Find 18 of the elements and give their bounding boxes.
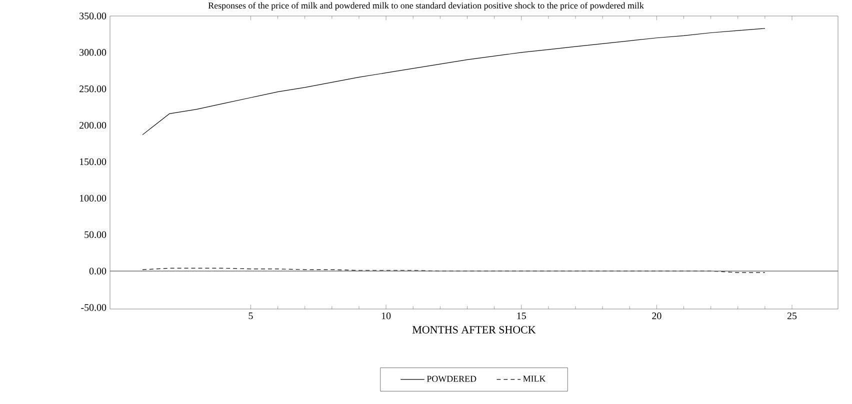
legend-label: POWDERED [426,376,476,382]
y-tick-label: 0.00 [89,268,106,274]
x-tick-label: 10 [382,312,391,320]
legend-label: MILK [523,376,546,382]
y-tick-label: 200.00 [80,122,106,129]
y-tick-label: 300.00 [80,49,106,56]
y-tick-label: 350.00 [80,12,106,20]
y-tick-label: 50.00 [84,231,106,238]
x-tick-label: 20 [652,312,662,320]
chart-title: Responses of the price of milk and powdered milk to one standard deviation positive shock to the price of powdered milk [208,2,644,10]
x-tick-label: 25 [787,312,797,320]
x-axis-title: MONTHS AFTER SHOCK [412,326,536,334]
x-tick-label: 5 [248,312,253,320]
y-tick-label: -50.00 [81,304,106,311]
y-tick-label: 100.00 [80,194,106,202]
y-tick-label: 250.00 [80,86,106,92]
x-tick-label: 15 [517,312,526,320]
y-tick-label: 150.00 [80,158,106,166]
